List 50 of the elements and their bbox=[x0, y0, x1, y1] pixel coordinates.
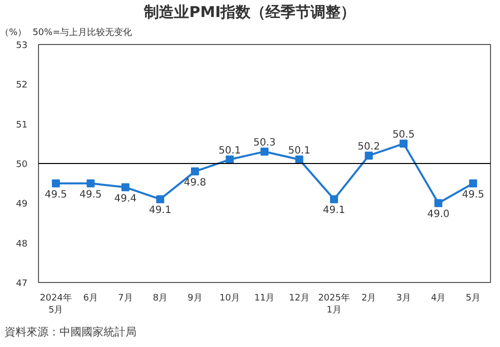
data-label: 50.3 bbox=[253, 138, 276, 149]
point bbox=[330, 195, 338, 204]
y-tick-label: 47 bbox=[16, 279, 28, 289]
point bbox=[86, 179, 95, 188]
x-tick-label: 10月 bbox=[220, 294, 240, 304]
x-tick-label: 11月 bbox=[254, 294, 275, 304]
data-label: 50.1 bbox=[288, 146, 310, 157]
x-tick-label: 4月 bbox=[430, 294, 446, 304]
point bbox=[400, 140, 408, 148]
data-label: 49.5 bbox=[462, 189, 484, 200]
point bbox=[226, 156, 234, 164]
x-tick-label: 2月 bbox=[361, 294, 376, 304]
point bbox=[121, 183, 130, 192]
x-tick-label: 7月 bbox=[118, 294, 133, 304]
data-label: 49.5 bbox=[44, 189, 68, 200]
chart-title: 制造业PMI指数（经季节调整） bbox=[142, 2, 357, 23]
y-tick-label: 50 bbox=[16, 160, 28, 170]
y-tick-label: 53 bbox=[16, 41, 28, 51]
point bbox=[190, 167, 199, 176]
point bbox=[295, 156, 304, 164]
y-tick-label: 49 bbox=[16, 200, 28, 210]
point bbox=[156, 195, 164, 204]
data-label: 49.4 bbox=[114, 193, 137, 204]
x-tick-label: 8月 bbox=[152, 294, 168, 304]
data-label: 49.1 bbox=[322, 205, 346, 216]
x-tick-label: 3月 bbox=[396, 294, 411, 304]
data-label: 49.5 bbox=[80, 189, 102, 200]
point bbox=[364, 152, 373, 160]
x-tick-label: 5月 bbox=[466, 294, 480, 304]
x-tick-label: 9月 bbox=[188, 294, 202, 304]
data-label: 49.0 bbox=[427, 209, 450, 220]
data-label: 49.1 bbox=[149, 205, 172, 216]
point bbox=[469, 179, 478, 188]
data-label: 50.1 bbox=[218, 146, 241, 157]
point bbox=[434, 199, 442, 208]
x-tick-label: 12月 bbox=[289, 294, 310, 304]
data-label: 50.5 bbox=[392, 130, 415, 141]
source-note: 資料來源：中國國家統計局 bbox=[4, 326, 136, 338]
y-tick-label: 51 bbox=[16, 120, 28, 130]
x-tick-label: 6月 bbox=[83, 294, 98, 304]
point bbox=[52, 179, 60, 188]
x-tick-label: 2025年 1月 bbox=[318, 292, 350, 316]
data-label: 49.8 bbox=[184, 177, 206, 188]
point bbox=[260, 148, 268, 156]
data-label: 50.2 bbox=[358, 142, 380, 153]
y-tick-label: 52 bbox=[16, 80, 28, 91]
y-tick-label: 48 bbox=[16, 239, 28, 250]
y-axis-title: （%） bbox=[0, 28, 27, 38]
text: 50%=与上月比较无变化 bbox=[32, 28, 132, 38]
x-tick-label: 2024年 5月 bbox=[40, 292, 72, 316]
